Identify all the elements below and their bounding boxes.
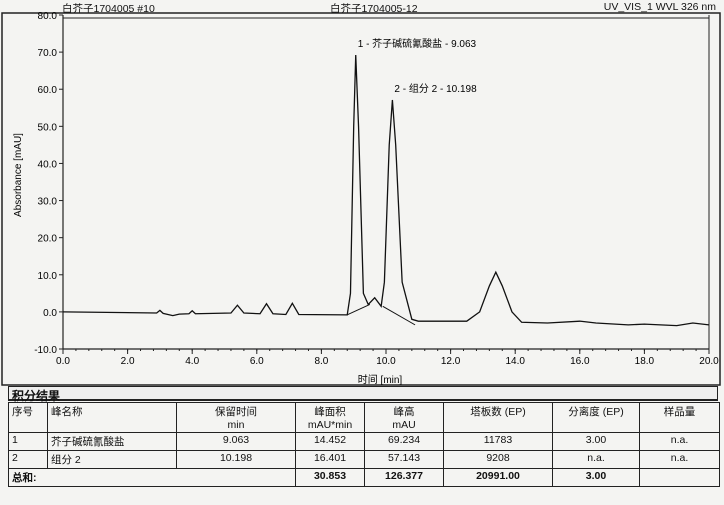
col-header: 峰高 mAU [364,402,444,433]
y-tick-label: -10.0 [34,345,57,356]
peak-label: 2 - 组分 2 - 10.198 [394,82,477,95]
integration-baseline [382,305,416,326]
cell: 3.00 [552,468,640,487]
y-tick-label: 80.0 [38,11,58,22]
cell: 30.853 [295,468,365,487]
col-header: 序号 [8,402,48,433]
cell: 3.00 [552,432,640,451]
cell: n.a. [639,432,720,451]
cell: 1 [8,432,48,451]
y-tick-label: 70.0 [38,48,58,59]
y-tick-label: 20.0 [38,234,58,245]
chromatogram-chart: Absorbance [mAU] 时间 [min] -10.00.010.020… [1,11,721,386]
table-total-row: 总和: 30.853 126.377 20991.00 3.00 [8,468,720,487]
x-tick-label: 12.0 [441,356,461,367]
cell: 10.198 [176,450,296,469]
x-tick-label: 10.0 [376,356,396,367]
x-tick-label: 14.0 [505,356,525,367]
x-tick-label: 16.0 [570,356,590,367]
y-tick-label: 40.0 [38,159,58,170]
chart-header-right: UV_VIS_1 WVL 326 nm [603,1,716,13]
chromatogram-trace [62,55,710,327]
cell: 2 [8,450,48,469]
cell: 57.143 [364,450,444,469]
y-tick-label: 10.0 [38,271,58,282]
y-tick-label: 30.0 [38,197,58,208]
cell: 69.234 [364,432,444,451]
col-header: 峰面积 mAU*min [295,402,365,433]
cell: 20991.00 [443,468,553,487]
col-header: 分离度 (EP) [552,402,640,433]
cell: 组分 2 [47,450,177,469]
cell: 126.377 [364,468,444,487]
x-tick-label: 0.0 [56,356,70,367]
cell: 16.401 [295,450,365,469]
cell: n.a. [552,450,640,469]
y-tick-label: 60.0 [38,85,58,96]
table-header-row: 序号 峰名称 保留时间 min 峰面积 mAU*min 峰高 mAU 塔板数 (EP)… [8,402,720,433]
col-header: 保留时间 min [176,402,296,433]
y-axis-label: Absorbance [mAU] [13,133,24,217]
x-tick-label: 18.0 [635,356,655,367]
x-tick-label: 8.0 [314,356,328,367]
total-label: 总和: [8,468,296,487]
x-tick-label: 4.0 [185,356,199,367]
x-axis-label: 时间 [min] [358,373,403,386]
cell: 芥子碱硫氰酸盐 [47,432,177,451]
col-header: 峰名称 [47,402,177,433]
cell [639,468,720,487]
x-tick-label: 20.0 [699,356,719,367]
results-title: 积分结果 [8,386,718,403]
cell: 9208 [443,450,553,469]
cell: 14.452 [295,432,365,451]
cell: 11783 [443,432,553,451]
y-tick-label: 50.0 [38,122,58,133]
peak-label: 1 - 芥子碱硫氰酸盐 - 9.063 [358,37,477,50]
table-row: 2 组分 2 10.198 16.401 57.143 9208 n.a. n.… [8,450,720,469]
col-header: 塔板数 (EP) [443,402,553,433]
y-tick-label: 0.0 [43,308,57,319]
cell: n.a. [639,450,720,469]
chart-header-left: 白芥子1704005 #10 [62,3,155,15]
chart-frame [1,12,721,386]
x-tick-label: 2.0 [121,356,135,367]
results-table: 序号 峰名称 保留时间 min 峰面积 mAU*min 峰高 mAU 塔板数 (EP)… [8,402,720,487]
x-tick-label: 6.0 [250,356,264,367]
cell: 9.063 [176,432,296,451]
table-row: 1 芥子碱硫氰酸盐 9.063 14.452 69.234 11783 3.00… [8,432,720,451]
integration-baseline [347,304,371,316]
col-header: 样品量 [639,402,720,433]
chart-header-center: 白芥子1704005-12 [330,3,418,15]
